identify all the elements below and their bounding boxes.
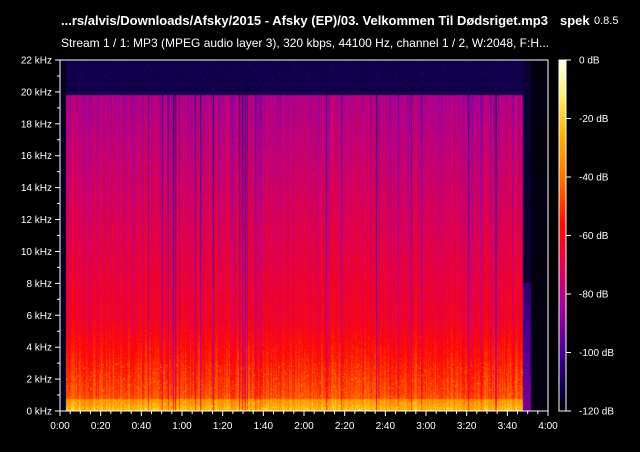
plot-frame	[59, 59, 549, 412]
x-tick-label: 0:40	[132, 421, 152, 432]
x-tick-label: 3:20	[457, 421, 477, 432]
app-name: spek	[560, 13, 590, 28]
x-tick-label: 1:00	[172, 421, 192, 432]
db-colorbar	[559, 60, 566, 411]
file-title: ...rs/alvis/Downloads/Afsky/2015 - Afsky…	[61, 13, 548, 28]
colorbar-tick-label: -80 dB	[579, 290, 609, 301]
y-tick-label: 4 kHz	[26, 343, 52, 354]
y-tick-label: 14 kHz	[21, 183, 52, 194]
colorbar-axis: 0 dB -20 dB -40 dB -60 dB -80 dB -100 dB -120 …	[566, 56, 614, 418]
y-tick-label: 6 kHz	[26, 311, 52, 322]
x-tick-label: 4:00	[538, 421, 558, 432]
y-tick-label: 12 kHz	[21, 215, 52, 226]
colorbar-tick-label: -60 dB	[579, 231, 609, 242]
colorbar-tick-label: -40 dB	[579, 173, 609, 184]
colorbar-tick-label: -20 dB	[579, 114, 609, 125]
y-axis: 0 kHz 2 kHz 4 kHz 6 kHz 8 kHz 10 kHz 12 kHz 14 …	[21, 56, 60, 418]
y-tick-label: 2 kHz	[26, 375, 52, 386]
x-tick-label: 0:00	[50, 421, 70, 432]
x-tick-label: 2:00	[294, 421, 314, 432]
colorbar-tick-label: -120 dB	[579, 407, 614, 418]
colorbar-tick-label: 0 dB	[579, 56, 600, 67]
y-tick-label: 0 kHz	[26, 407, 52, 418]
stream-info: Stream 1 / 1: MP3 (MPEG audio layer 3), …	[61, 36, 550, 50]
y-tick-label: 8 kHz	[26, 279, 52, 290]
y-tick-label: 16 kHz	[21, 151, 52, 162]
app-version: 0.8.5	[594, 15, 619, 27]
y-tick-label: 18 kHz	[21, 119, 52, 130]
x-tick-label: 3:40	[498, 421, 518, 432]
x-tick-label: 2:40	[376, 421, 396, 432]
y-tick-label: 10 kHz	[21, 247, 52, 258]
x-tick-label: 1:20	[213, 421, 233, 432]
x-tick-label: 1:40	[254, 421, 274, 432]
x-tick-label: 2:20	[335, 421, 355, 432]
y-tick-label: 20 kHz	[21, 87, 52, 98]
colorbar-tick-label: -100 dB	[579, 348, 614, 359]
x-tick-label: 3:00	[416, 421, 436, 432]
x-tick-label: 0:20	[91, 421, 111, 432]
colorbar-frame	[558, 59, 567, 412]
y-tick-label: 22 kHz	[21, 56, 52, 67]
x-axis: 0:00 0:20 0:40 1:00 1:20 1:40 2:00 2:20 2:40 3:00…	[50, 411, 558, 432]
spectrogram-plot	[60, 60, 548, 411]
